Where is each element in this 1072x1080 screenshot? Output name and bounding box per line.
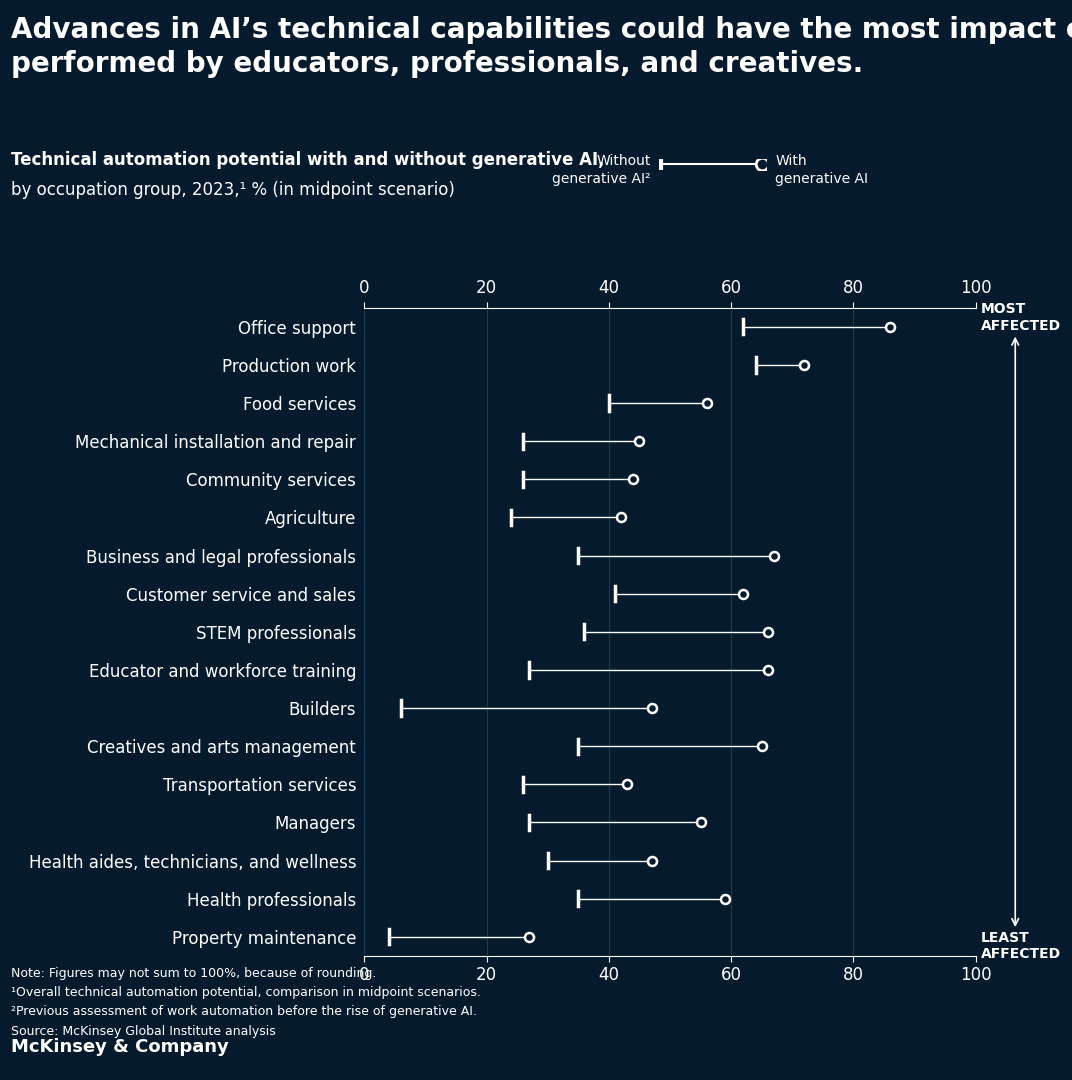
Text: ¹Overall technical automation potential, comparison in midpoint scenarios.: ¹Overall technical automation potential,… bbox=[11, 986, 480, 999]
Text: Note: Figures may not sum to 100%, because of rounding.: Note: Figures may not sum to 100%, becau… bbox=[11, 967, 376, 980]
Text: by occupation group, 2023,¹ % (in midpoint scenario): by occupation group, 2023,¹ % (in midpoi… bbox=[11, 181, 455, 200]
Text: Advances in AI’s technical capabilities could have the most impact on activities: Advances in AI’s technical capabilities … bbox=[11, 16, 1072, 78]
Text: Without
generative AI²: Without generative AI² bbox=[552, 154, 651, 186]
Text: Source: McKinsey Global Institute analysis: Source: McKinsey Global Institute analys… bbox=[11, 1025, 276, 1038]
Text: With
generative AI: With generative AI bbox=[775, 154, 868, 186]
Text: Technical automation potential with and without generative AI,: Technical automation potential with and … bbox=[11, 151, 605, 170]
Text: LEAST
AFFECTED: LEAST AFFECTED bbox=[981, 931, 1061, 961]
Text: McKinsey & Company: McKinsey & Company bbox=[11, 1038, 228, 1056]
Text: MOST
AFFECTED: MOST AFFECTED bbox=[981, 302, 1061, 333]
Text: ²Previous assessment of work automation before the rise of generative AI.: ²Previous assessment of work automation … bbox=[11, 1005, 477, 1018]
